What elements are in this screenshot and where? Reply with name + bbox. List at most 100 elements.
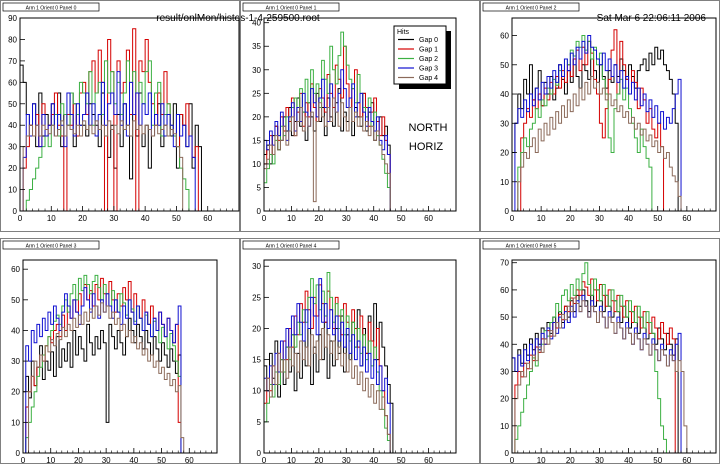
y-tick-label: 0 <box>16 449 21 458</box>
series-gap-0 <box>511 289 679 453</box>
y-tick-label: 60 <box>11 265 20 274</box>
series-gap-1 <box>514 278 676 453</box>
pad-1: Arm 1 Orient 0 Panel 1 0 10 20 30 40 50 60 0 5 10 1… <box>240 0 480 232</box>
series-gap-3 <box>22 71 196 211</box>
legend-entry: Gap 1 <box>419 47 438 54</box>
series-gap-4 <box>263 327 391 453</box>
x-tick-label: 60 <box>424 214 433 223</box>
y-tick-label: 20 <box>252 324 261 333</box>
plot-frame <box>511 259 717 454</box>
x-tick-label: 10 <box>537 456 546 464</box>
x-tick-label: 20 <box>566 456 575 464</box>
x-tick-label: 10 <box>287 456 296 464</box>
x-tick-label: 60 <box>682 456 691 464</box>
x-tick-label: 30 <box>342 214 351 223</box>
series-gap-0 <box>511 46 679 211</box>
x-tick-label: 60 <box>185 456 194 464</box>
x-tick-label: 40 <box>624 214 633 223</box>
x-tick-label: 10 <box>47 214 56 223</box>
pad-title: Arm 1 Orient 0 Panel 5 <box>506 244 557 250</box>
title-box-frame <box>242 2 340 12</box>
plot-frame <box>511 17 717 212</box>
title-box-frame <box>482 240 580 250</box>
series-gap-1 <box>520 29 665 211</box>
annotation-horiz: HORIZ <box>409 141 444 153</box>
y-tick-label: 10 <box>252 160 261 169</box>
series-gap-4 <box>263 97 391 211</box>
x-tick-label: 40 <box>141 214 150 223</box>
y-tick-label: 50 <box>500 313 509 322</box>
y-tick-label: 30 <box>500 119 509 128</box>
y-tick-label: 80 <box>8 35 17 44</box>
series-gap-1 <box>22 28 199 212</box>
pad-title-box: Arm 1 Orient 0 Panel 1 <box>242 2 340 12</box>
y-tick-label: 60 <box>8 78 17 87</box>
y-tick-label: 50 <box>8 100 17 109</box>
pad-title: Arm 1 Orient 0 Panel 0 <box>26 6 77 12</box>
y-tick-label: 10 <box>11 418 20 427</box>
legend-entry: Gap 3 <box>419 66 438 73</box>
legend-entry: Gap 4 <box>419 75 438 82</box>
legend-title: Hits <box>397 29 410 36</box>
legend: Hits Gap 0 Gap 1 Gap 2 Gap 3 Gap 4 <box>393 25 451 89</box>
x-tick-label: 10 <box>287 214 296 223</box>
annotation-north: NORTH <box>409 122 448 134</box>
pad-title: Arm 1 Orient 0 Panel 2 <box>506 6 557 12</box>
x-tick-label: 40 <box>369 456 378 464</box>
plot-frame <box>22 259 218 454</box>
y-tick-label: 10 <box>8 186 17 195</box>
y-tick-label: 50 <box>500 61 509 70</box>
pad-2: Arm 1 Orient 0 Panel 2 0 10 20 30 40 50 60 0 10 20… <box>480 0 720 232</box>
pad-4: Arm 1 Orient 0 Panel 4 0 10 20 30 40 50 60 0 5 10 1… <box>240 238 480 464</box>
y-tick-label: 10 <box>252 387 261 396</box>
pad-title-box: Arm 1 Orient 0 Panel 5 <box>482 240 580 250</box>
x-tick-label: 10 <box>537 214 546 223</box>
pad-title-box: Arm 1 Orient 0 Panel 4 <box>242 240 340 250</box>
x-tick-label: 20 <box>566 214 575 223</box>
x-tick-label: 60 <box>424 456 433 464</box>
y-tick-label: 0 <box>13 207 18 216</box>
x-tick-label: 0 <box>510 214 515 223</box>
y-tick-label: 10 <box>500 178 509 187</box>
y-tick-label: 20 <box>8 164 17 173</box>
y-tick-label: 70 <box>8 57 17 66</box>
legend-frame <box>393 25 447 85</box>
y-tick-label: 0 <box>257 207 262 216</box>
y-tick-label: 40 <box>500 90 509 99</box>
x-tick-label: 50 <box>653 456 662 464</box>
x-tick-label: 30 <box>595 456 604 464</box>
x-tick-label: 30 <box>595 214 604 223</box>
series-gap-2 <box>263 31 391 211</box>
y-tick-label: 60 <box>500 32 509 41</box>
legend-entry: Gap 0 <box>419 37 438 44</box>
x-tick-label: 30 <box>342 456 351 464</box>
x-tick-label: 60 <box>682 214 691 223</box>
y-tick-label: 90 <box>8 14 17 23</box>
x-tick-label: 30 <box>109 214 118 223</box>
x-tick-label: 40 <box>369 214 378 223</box>
y-tick-label: 5 <box>257 418 262 427</box>
series-gap-4 <box>514 297 688 453</box>
x-tick-label: 0 <box>21 456 26 464</box>
series-gap-2 <box>263 271 391 453</box>
pad-5: Arm 1 Orient 0 Panel 5 0 10 20 30 40 50 60 0 10 20… <box>480 238 720 464</box>
x-tick-label: 0 <box>262 214 267 223</box>
series-gap-4 <box>28 302 185 453</box>
x-tick-label: 40 <box>129 456 138 464</box>
y-tick-label: 25 <box>252 293 261 302</box>
y-tick-label: 20 <box>500 149 509 158</box>
y-tick-label: 5 <box>257 183 262 192</box>
series-gap-0 <box>22 317 182 453</box>
pad-0: Arm 1 Orient 0 Panel 0 0 10 20 30 40 50 60 0 10 20… <box>0 0 240 232</box>
pad-3: Arm 1 Orient 0 Panel 3 0 10 20 30 40 50 60 0 10 20… <box>0 238 240 464</box>
y-tick-label: 40 <box>252 19 261 28</box>
plot-frame <box>263 259 457 454</box>
x-tick-label: 0 <box>262 456 267 464</box>
pad-border <box>240 0 480 232</box>
pad-border <box>480 238 720 464</box>
y-tick-label: 30 <box>252 66 261 75</box>
y-tick-label: 30 <box>11 357 20 366</box>
y-tick-label: 0 <box>257 449 262 458</box>
y-tick-label: 20 <box>252 113 261 122</box>
